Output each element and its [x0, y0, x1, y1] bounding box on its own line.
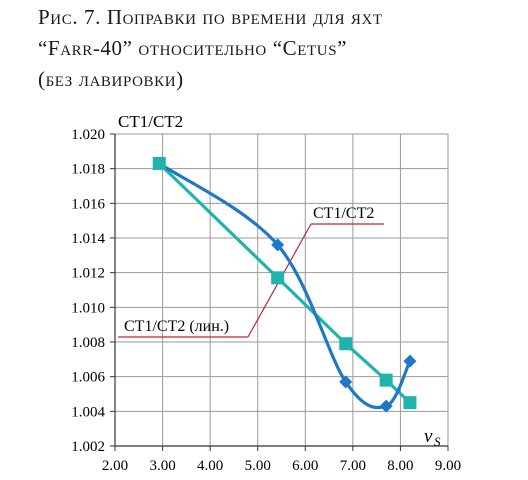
series-ct-point	[271, 238, 285, 252]
grid	[110, 133, 449, 451]
x-axis-title-s: S	[434, 434, 441, 449]
y-tick-label: 1.018	[71, 162, 105, 178]
x-tick-label: 5.00	[245, 458, 271, 474]
series-linear-point	[403, 396, 417, 410]
series-linear-point	[379, 373, 393, 387]
series-linear-point	[271, 271, 285, 285]
x-axis-title: v S	[424, 426, 441, 449]
y-tick-label: 1.004	[71, 404, 105, 420]
series-linear-point	[152, 156, 166, 170]
x-tick-label: 3.00	[149, 458, 175, 474]
y-tick-label: 1.020	[71, 127, 105, 143]
x-tick-label: 6.00	[292, 458, 318, 474]
figure-caption: Рис. 7. Поправки по времени для яхт “Far…	[38, 2, 498, 95]
x-tick-label: 7.00	[340, 458, 366, 474]
y-tick-label: 1.016	[71, 196, 105, 212]
caption-line-2: “Farr-40” относительно “Cetus”	[38, 36, 348, 60]
y-axis-title: CT1/CT2	[118, 112, 183, 131]
annotation-ct-label: CT1/CT2	[313, 205, 374, 222]
x-tick-label: 2.00	[102, 458, 128, 474]
caption-line-1: Рис. 7. Поправки по времени для яхт	[38, 5, 383, 29]
y-tick-label: 1.012	[71, 266, 105, 282]
x-tick-label: 9.00	[435, 458, 461, 474]
y-tick-label: 1.010	[71, 300, 105, 316]
x-tick-label: 8.00	[387, 458, 413, 474]
x-tick-label: 4.00	[197, 458, 223, 474]
y-tick-label: 1.014	[71, 231, 105, 247]
series-ct-point	[339, 375, 353, 389]
annotations: CT1/CT2 CT1/CT2 (лин.)	[118, 205, 384, 338]
series-ct-point	[403, 354, 417, 368]
y-tick-label: 1.008	[71, 335, 105, 351]
series-linear-line	[158, 162, 412, 404]
series-linear-point	[339, 337, 353, 351]
y-tick-label: 1.006	[71, 370, 105, 386]
y-tick-label: 1.002	[71, 439, 105, 455]
x-axis-title-v: v	[424, 426, 433, 447]
series-ct-point	[379, 399, 393, 413]
series	[152, 156, 417, 413]
tick-labels: 2.00 3.00 4.00 5.00 6.00 7.00 8.00 9.00 1.002 1.0…	[71, 127, 461, 474]
annotation-linear-label: CT1/CT2 (лин.)	[124, 318, 229, 335]
caption-line-3: (без лавировки)	[38, 67, 184, 91]
